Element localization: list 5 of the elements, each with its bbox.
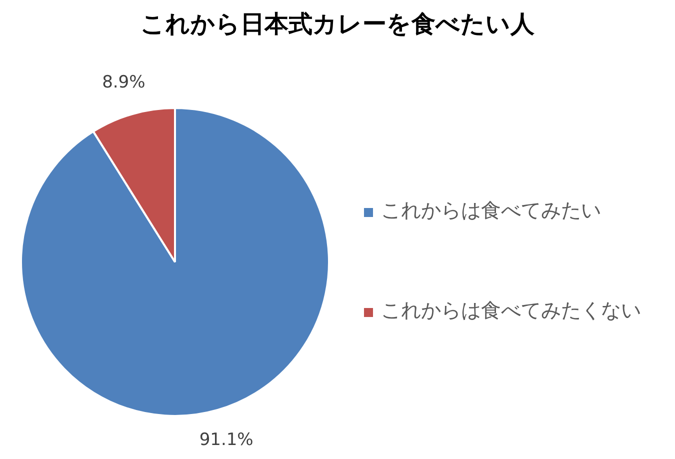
- legend-label: これからは食べてみたい: [381, 198, 601, 222]
- data-label: 91.1%: [199, 430, 254, 450]
- data-label: 8.9%: [102, 72, 146, 93]
- chart-title: これから日本式カレーを食べたい人: [140, 10, 536, 38]
- legend-label: これからは食べてみたくない: [381, 298, 641, 322]
